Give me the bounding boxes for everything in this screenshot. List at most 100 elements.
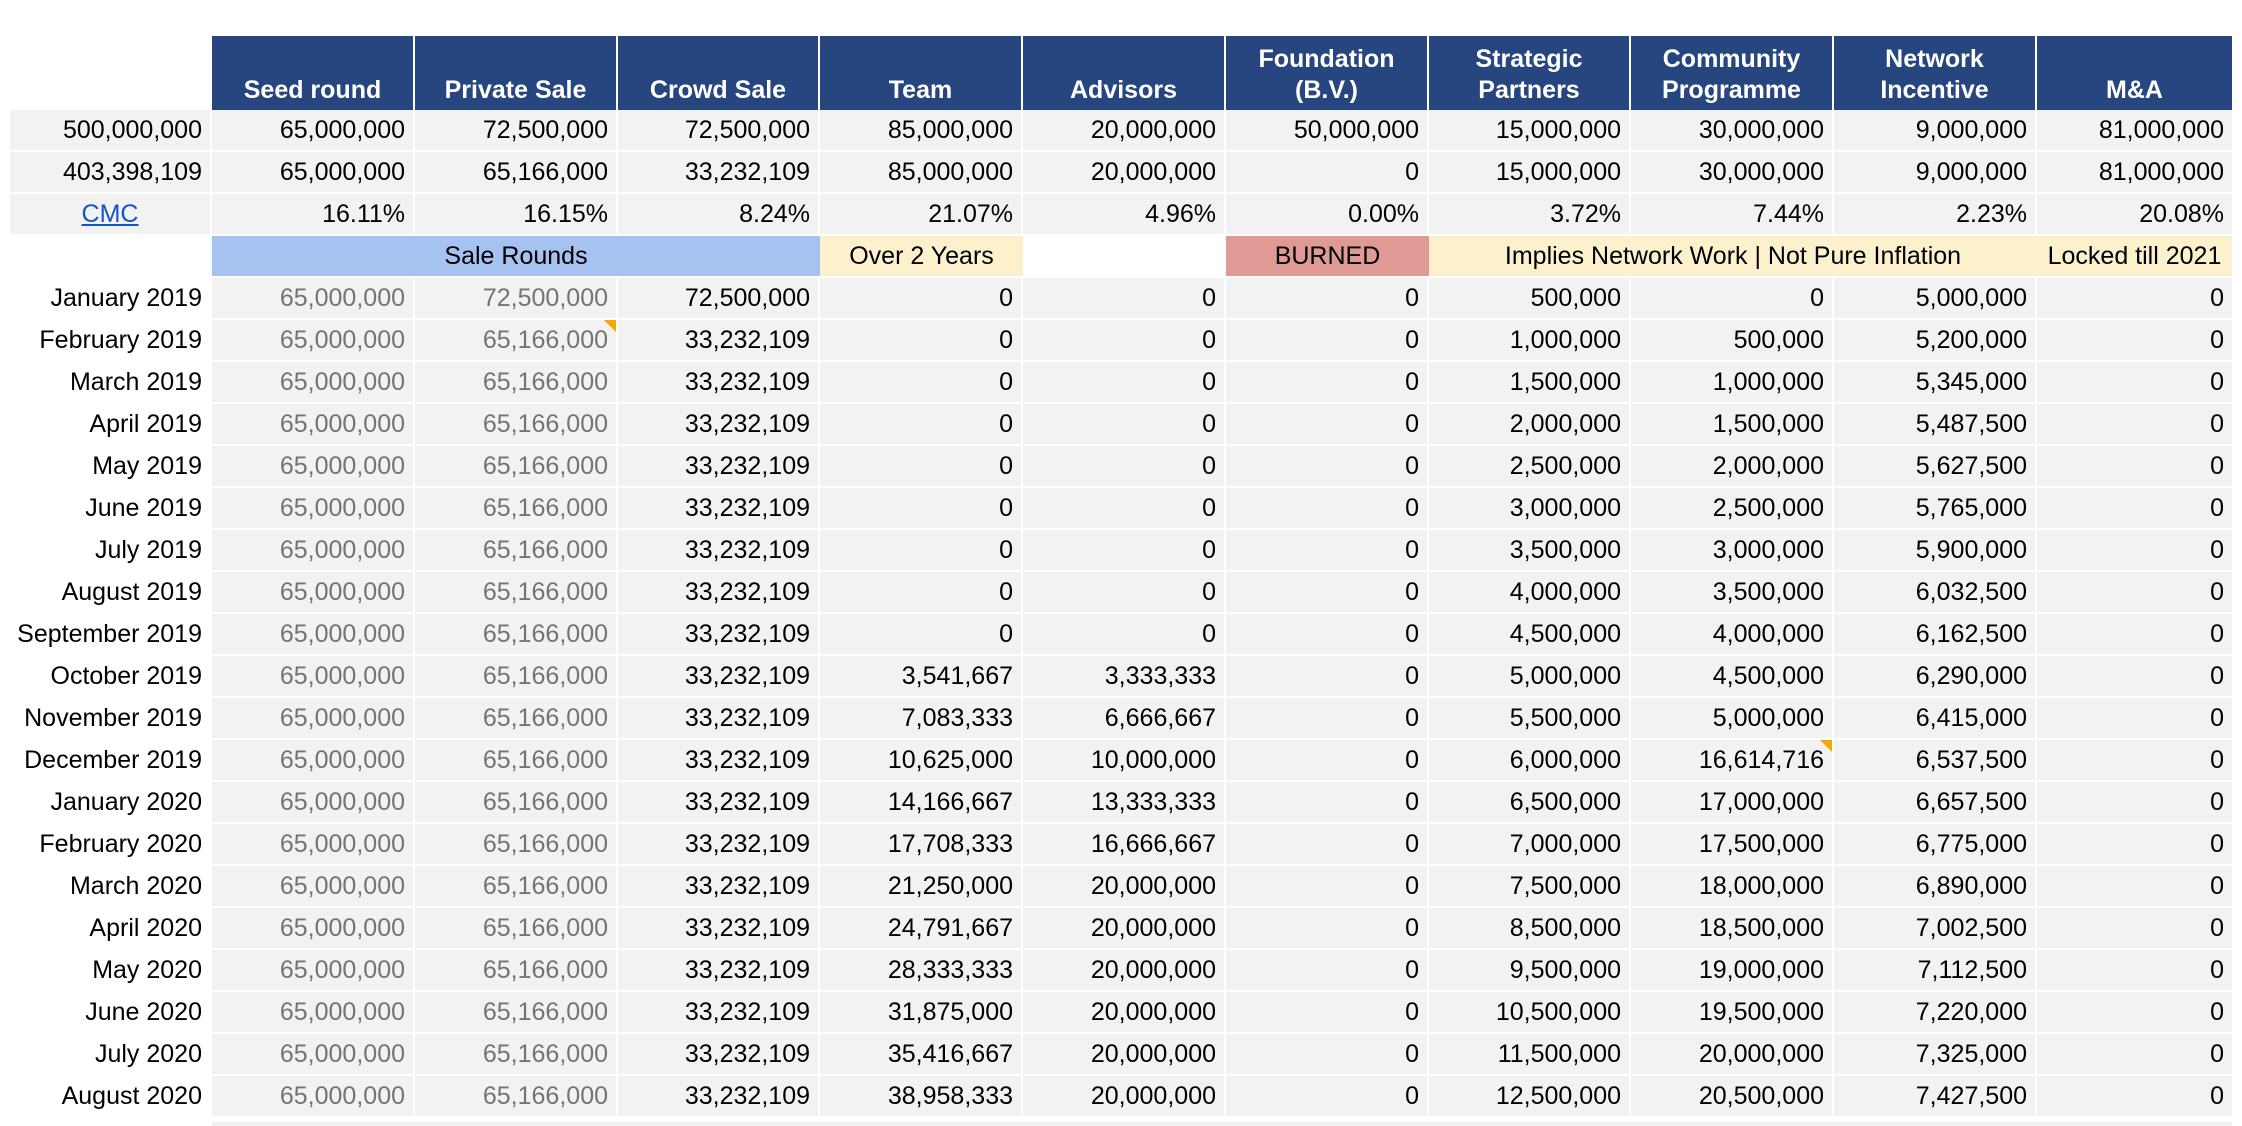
table-cell[interactable]: 6,000,000	[1429, 740, 1629, 780]
table-cell[interactable]: 0	[1226, 446, 1427, 486]
cmc-link[interactable]: CMC	[10, 194, 210, 234]
table-cell[interactable]: 33,232,109	[618, 866, 818, 906]
table-cell[interactable]: 14,166,667	[820, 782, 1021, 822]
table-cell[interactable]: 12,500,000	[1429, 1076, 1629, 1116]
table-cell[interactable]: 65,166,000	[415, 866, 616, 906]
table-cell[interactable]: 65,166,000	[415, 362, 616, 402]
table-cell[interactable]: 18,500,000	[1631, 908, 1832, 948]
table-cell[interactable]: 0	[820, 530, 1021, 570]
table-cell[interactable]: 65,166,000	[415, 950, 616, 990]
table-cell[interactable]: 65,166,000	[415, 908, 616, 948]
table-cell[interactable]: 33,232,109	[618, 656, 818, 696]
table-cell[interactable]: 0	[2037, 614, 2232, 654]
table-cell[interactable]: 0	[2037, 866, 2232, 906]
table-cell[interactable]: 5,627,500	[1834, 446, 2035, 486]
table-cell[interactable]: 65,166,000	[415, 446, 616, 486]
comment-indicator-icon[interactable]	[1820, 740, 1832, 752]
table-cell[interactable]: 0	[1023, 446, 1224, 486]
table-cell[interactable]: 16,614,716	[1631, 740, 1832, 780]
table-cell[interactable]: 0	[1226, 908, 1427, 948]
table-cell[interactable]: 33,232,109	[618, 1076, 818, 1116]
table-cell[interactable]: 0	[2037, 992, 2232, 1032]
table-cell[interactable]: 0	[1226, 950, 1427, 990]
table-cell[interactable]: 0	[2037, 446, 2232, 486]
table-cell[interactable]: 1,500,000	[1429, 362, 1629, 402]
table-cell[interactable]: 0	[2037, 320, 2232, 360]
table-cell[interactable]: 3,333,333	[1023, 656, 1224, 696]
table-cell[interactable]: 20,000,000	[1023, 950, 1224, 990]
table-cell[interactable]: 33,232,109	[618, 698, 818, 738]
table-cell[interactable]: 6,890,000	[1834, 866, 2035, 906]
table-cell[interactable]: 0	[820, 320, 1021, 360]
table-cell[interactable]: 28,333,333	[820, 950, 1021, 990]
table-cell[interactable]: 65,000,000	[212, 1076, 413, 1116]
table-cell[interactable]: 3,500,000	[1631, 572, 1832, 612]
table-cell[interactable]: 65,166,000	[415, 698, 616, 738]
table-cell[interactable]: 33,232,109	[618, 824, 818, 864]
table-cell[interactable]: 4,500,000	[1631, 656, 1832, 696]
table-cell[interactable]: 0	[1631, 278, 1832, 318]
table-cell[interactable]: 19,500,000	[1631, 992, 1832, 1032]
table-cell[interactable]: 0	[2037, 740, 2232, 780]
table-cell[interactable]: 65,000,000	[212, 404, 413, 444]
table-cell[interactable]: 33,232,109	[618, 950, 818, 990]
table-cell[interactable]: 5,000,000	[1631, 698, 1832, 738]
table-cell[interactable]: 20,000,000	[1023, 992, 1224, 1032]
table-cell[interactable]: 5,000,000	[1834, 278, 2035, 318]
table-cell[interactable]: 5,200,000	[1834, 320, 2035, 360]
table-cell[interactable]: 65,166,000	[415, 782, 616, 822]
table-cell[interactable]: 65,166,000	[415, 824, 616, 864]
table-cell[interactable]: 65,166,000	[415, 1076, 616, 1116]
table-cell[interactable]: 0	[1023, 614, 1224, 654]
table-cell[interactable]: 0	[1226, 656, 1427, 696]
table-cell[interactable]: 0	[2037, 1034, 2232, 1074]
table-cell[interactable]: 1,000,000	[1429, 320, 1629, 360]
table-cell[interactable]: 5,487,500	[1834, 404, 2035, 444]
table-cell[interactable]: 19,000,000	[1631, 950, 1832, 990]
table-cell[interactable]: 72,500,000	[618, 278, 818, 318]
table-cell[interactable]: 0	[1226, 1076, 1427, 1116]
table-cell[interactable]: 7,325,000	[1834, 1034, 2035, 1074]
table-cell[interactable]: 7,002,500	[1834, 908, 2035, 948]
table-cell[interactable]: 0	[1226, 488, 1427, 528]
table-cell[interactable]: 500,000	[1631, 320, 1832, 360]
table-cell[interactable]: 18,000,000	[1631, 866, 1832, 906]
table-cell[interactable]: 0	[1226, 320, 1427, 360]
table-cell[interactable]: 65,000,000	[212, 656, 413, 696]
table-cell[interactable]: 33,232,109	[618, 320, 818, 360]
table-cell[interactable]: 2,500,000	[1429, 446, 1629, 486]
table-cell[interactable]: 65,166,000	[415, 992, 616, 1032]
table-cell[interactable]: 6,290,000	[1834, 656, 2035, 696]
table-cell[interactable]: 0	[1226, 404, 1427, 444]
table-cell[interactable]: 0	[1023, 404, 1224, 444]
table-cell[interactable]: 0	[1226, 698, 1427, 738]
table-cell[interactable]: 0	[2037, 698, 2232, 738]
table-cell[interactable]: 65,000,000	[212, 866, 413, 906]
table-cell[interactable]: 65,000,000	[212, 698, 413, 738]
table-cell[interactable]: 6,775,000	[1834, 824, 2035, 864]
table-cell[interactable]: 65,166,000	[415, 656, 616, 696]
table-cell[interactable]: 20,000,000	[1023, 1076, 1224, 1116]
table-cell[interactable]: 9,500,000	[1429, 950, 1629, 990]
table-cell[interactable]: 20,000,000	[1631, 1034, 1832, 1074]
table-cell[interactable]: 65,000,000	[212, 782, 413, 822]
table-cell[interactable]: 2,500,000	[1631, 488, 1832, 528]
table-cell[interactable]: 65,000,000	[212, 740, 413, 780]
table-cell[interactable]: 5,000,000	[1429, 656, 1629, 696]
table-cell[interactable]: 0	[2037, 1076, 2232, 1116]
table-cell[interactable]: 65,000,000	[212, 824, 413, 864]
table-cell[interactable]: 33,232,109	[618, 572, 818, 612]
table-cell[interactable]: 0	[1023, 320, 1224, 360]
table-cell[interactable]: 0	[1023, 530, 1224, 570]
table-cell[interactable]: 0	[1226, 530, 1427, 570]
table-cell[interactable]: 5,765,000	[1834, 488, 2035, 528]
table-cell[interactable]: 65,000,000	[212, 320, 413, 360]
table-cell[interactable]: 0	[820, 572, 1021, 612]
table-cell[interactable]: 0	[820, 404, 1021, 444]
table-cell[interactable]: 0	[1023, 572, 1224, 612]
table-cell[interactable]: 17,708,333	[820, 824, 1021, 864]
table-cell[interactable]: 65,166,000	[415, 740, 616, 780]
table-cell[interactable]: 1,000,000	[1631, 362, 1832, 402]
table-cell[interactable]: 2,000,000	[1429, 404, 1629, 444]
table-cell[interactable]: 16,666,667	[1023, 824, 1224, 864]
